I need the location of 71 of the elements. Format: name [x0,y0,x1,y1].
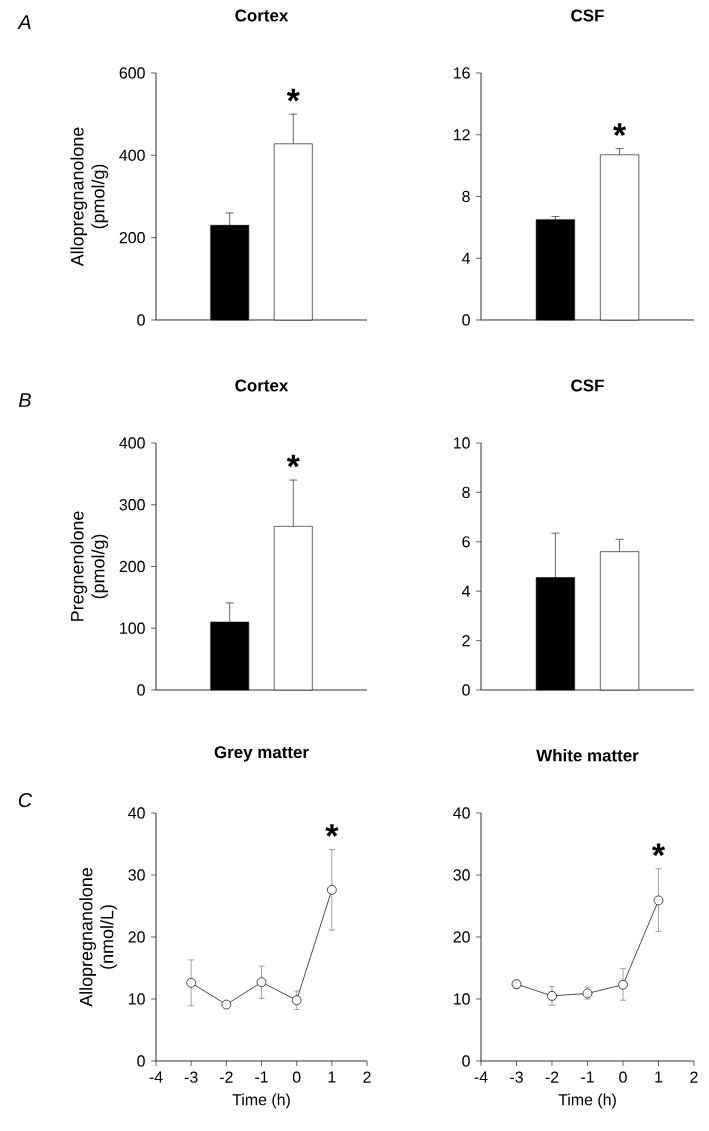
point [618,979,628,990]
y-axis-title: Pregnenolone (pmol/g) [70,511,109,621]
y-tick-label: 2 [462,635,470,647]
y-tick-label: 40 [128,807,145,819]
chart-title: Cortex [235,9,289,22]
y-tick-label: 0 [137,314,145,326]
y-tick-label: 8 [462,190,470,203]
text: B [18,393,31,407]
chart-title: White matter [536,749,639,762]
y-tick-label: 10 [453,993,470,1005]
x-tick-label: -3 [184,1071,198,1083]
y-tick-label: 4 [461,585,471,597]
text: A [17,15,31,29]
point [326,885,337,895]
y-tick-label: 600 [119,67,145,79]
x-axis-title: Time (h) [558,1093,616,1109]
annotation: * [286,454,300,468]
y-tick-label: 12 [453,129,470,141]
y-tick-label: 20 [128,931,145,943]
x-tick-label: 1 [655,1071,663,1083]
chart-title: Cortex [235,379,289,392]
annotation: * [286,88,300,102]
point [653,895,664,906]
text: C [18,793,33,808]
x-tick-label: -4 [474,1071,488,1083]
x-tick-label: 0 [292,1071,301,1083]
y-tick-label: 100 [120,622,145,634]
point [221,999,232,1010]
x-tick-label: 2 [363,1071,371,1083]
point [256,977,267,988]
x-tick-label: -1 [581,1071,594,1083]
y-tick-label: 4 [461,252,471,264]
y-tick-label: 300 [119,499,145,511]
y-tick-label: 30 [453,869,470,881]
annotation: * [652,843,666,857]
y-tick-label: 400 [119,437,145,449]
y-axis-title: Allopregnanolone (pmol/g) [70,127,109,267]
y-axis-title: Allopregnanolone (nmol/L) [79,868,117,1007]
x-tick-label: -4 [149,1071,163,1083]
chart-title: CSF [571,379,604,392]
y-tick-label: 8 [462,486,470,499]
y-tick-label: 30 [128,869,145,881]
x-axis-title: Time (h) [232,1093,290,1109]
y-tick-label: 20 [453,931,470,943]
y-tick-label: 16 [453,67,470,79]
y-tick-label: 0 [137,684,145,696]
y-tick-label: 0 [462,314,470,326]
y-tick-label: 200 [119,560,145,573]
y-tick-label: 40 [453,807,470,819]
chart-title: CSF [571,9,604,22]
chart-title: Grey matter [214,746,309,762]
x-tick-label: 1 [328,1071,336,1083]
y-tick-label: 0 [137,1055,145,1067]
y-tick-label: 0 [462,1055,470,1067]
x-tick-label: 0 [619,1071,627,1083]
x-tick-label: -1 [255,1071,268,1083]
y-tick-label: 10 [128,993,145,1005]
point [186,978,197,988]
annotation: * [325,824,339,837]
x-tick-label: -2 [545,1071,559,1083]
point [291,995,302,1006]
x-tick-label: -2 [219,1071,233,1083]
y-tick-label: 400 [119,149,145,161]
point [547,991,557,1001]
y-tick-label: 200 [119,232,145,244]
y-tick-label: 0 [462,684,470,696]
x-tick-label: 2 [690,1071,698,1083]
annotation: * [613,123,627,136]
x-tick-label: -3 [510,1071,523,1083]
y-tick-label: 6 [462,536,470,548]
y-tick-label: 10 [453,437,470,449]
